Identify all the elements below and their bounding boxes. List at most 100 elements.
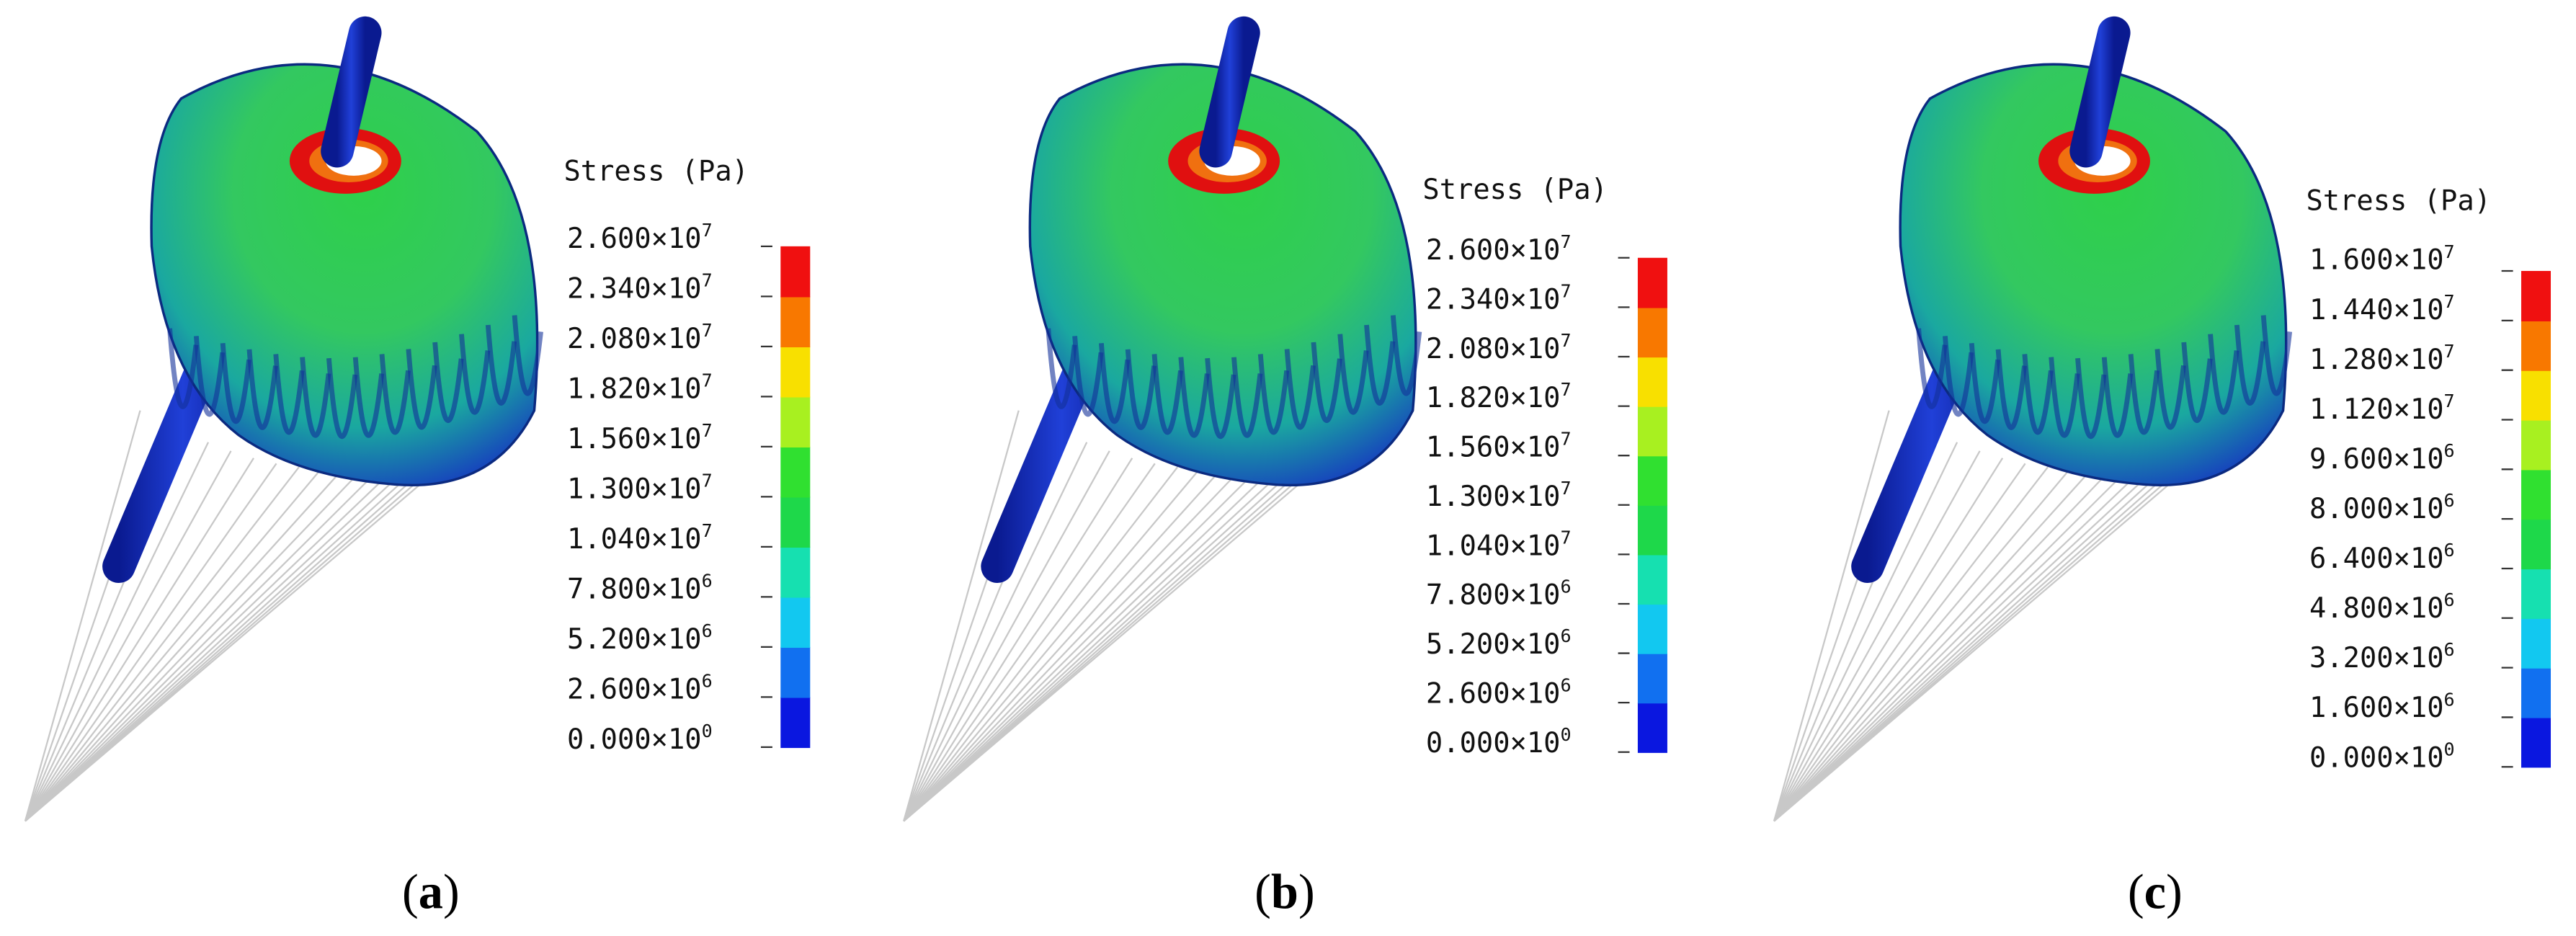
suspension-line — [24, 466, 300, 822]
canopy-gore — [2128, 354, 2160, 435]
label-base: 3.200×10 — [2309, 642, 2444, 674]
legend-label: 4.800×106 — [2309, 589, 2455, 625]
caption-paren: ( — [402, 864, 419, 919]
label-base: 1.040×10 — [567, 523, 702, 556]
suspension-line — [1773, 450, 2162, 822]
canopy-gore — [300, 357, 331, 438]
rod — [2069, 16, 2131, 168]
canopy-gore — [193, 336, 226, 417]
suspension-line — [1773, 463, 2117, 822]
canopy-gore — [220, 343, 252, 424]
canopy-gore — [379, 354, 411, 435]
label-base: 5.200×10 — [1426, 628, 1561, 661]
colorbar-segment — [780, 446, 811, 498]
panel — [1773, 16, 2293, 822]
label-exp: 7 — [1560, 478, 1571, 499]
colorbar-segment — [1637, 703, 1667, 753]
label-exp: 7 — [702, 420, 713, 441]
suspension-line — [1773, 450, 1981, 822]
legend-label: 1.560×107 — [567, 420, 713, 455]
label-exp: 7 — [702, 520, 713, 541]
label-exp: 6 — [2444, 490, 2455, 511]
rod — [1199, 16, 1260, 168]
canopy-gore — [1205, 357, 1236, 440]
canopy-gore — [406, 349, 437, 430]
label-exp: 6 — [1560, 576, 1571, 597]
label-base: 1.120×10 — [2309, 393, 2444, 426]
label-exp: 6 — [2444, 540, 2455, 561]
suspension-line — [903, 463, 1247, 822]
colorbar-segment — [2521, 320, 2552, 371]
label-exp: 6 — [1560, 674, 1571, 695]
label-exp: 7 — [702, 220, 713, 241]
caption-letter: b — [1271, 864, 1298, 919]
canopy-gore — [1995, 349, 2027, 430]
colorbar-segment — [780, 396, 811, 448]
canopy-gore — [432, 342, 464, 424]
canopy-gore — [1969, 343, 2001, 424]
suspension-line — [903, 466, 1179, 822]
colorbar-segment — [780, 597, 811, 648]
suspension-line — [903, 463, 1156, 822]
colorbar-segment — [1637, 406, 1667, 457]
label-exp: 6 — [2444, 689, 2455, 710]
canopy-gore — [2234, 324, 2266, 406]
colorbar-segment — [780, 346, 811, 398]
legend-label: 1.560×107 — [1426, 429, 1572, 464]
colorbar-segment — [2521, 717, 2552, 768]
colorbar-segment — [2521, 568, 2552, 619]
label-base: 2.080×10 — [567, 323, 702, 355]
legend-label: 2.600×106 — [567, 671, 713, 706]
caption-paren: ) — [1298, 864, 1315, 919]
colorbar-segment — [1637, 307, 1667, 358]
legend-label: 2.600×107 — [567, 220, 713, 255]
caption-letter: c — [2144, 864, 2166, 919]
label-exp: 7 — [1560, 231, 1571, 252]
suspension-line — [1773, 442, 1958, 821]
suspension-line — [903, 441, 1315, 822]
legend-label: 0.000×100 — [1426, 724, 1572, 759]
caption-paren: ) — [443, 864, 460, 919]
colorbar-segment — [2521, 370, 2552, 421]
label-base: 2.600×10 — [1426, 234, 1561, 267]
canopy-gore — [1257, 354, 1290, 435]
legend-label: 5.200×106 — [1426, 625, 1572, 661]
label-base: 2.080×10 — [1426, 333, 1561, 365]
colorbar-segment — [2521, 667, 2552, 718]
colorbar-segment — [1637, 603, 1667, 654]
legend-label: 3.200×106 — [2309, 639, 2455, 674]
suspension-line — [903, 458, 1133, 822]
canopy-gore — [512, 315, 543, 396]
label-base: 1.600×10 — [2309, 244, 2444, 277]
label-base: 2.340×10 — [1426, 283, 1561, 316]
legend-label: 9.600×106 — [2309, 440, 2455, 476]
suspension-line — [24, 463, 368, 822]
colorbar-segment — [2521, 419, 2552, 471]
legend-label: 1.040×107 — [1426, 527, 1572, 562]
colorbar-segment — [1637, 455, 1667, 506]
label-exp: 7 — [702, 320, 713, 341]
legend-label: 0.000×100 — [567, 721, 713, 756]
legend-label: 1.600×107 — [2309, 241, 2455, 277]
label-exp: 7 — [2444, 291, 2455, 312]
suspension-line — [1773, 466, 2049, 822]
label-base: 5.200×10 — [567, 623, 702, 656]
label-base: 2.600×10 — [1426, 677, 1561, 710]
legend-title: Stress (Pa) — [2306, 185, 2491, 218]
legend: Stress (Pa)1.600×1071.440×1071.280×1071.… — [2306, 185, 2552, 774]
suspension-line — [903, 442, 1088, 821]
label-exp: 7 — [702, 370, 713, 391]
canopy-gore — [167, 328, 199, 409]
colorbar-segment — [1637, 356, 1667, 407]
label-base: 1.560×10 — [567, 423, 702, 455]
suspension-line — [903, 458, 1270, 822]
suspension-line — [24, 441, 436, 822]
legend-label: 1.120×107 — [2309, 391, 2455, 426]
label-exp: 7 — [1560, 330, 1571, 351]
label-base: 2.340×10 — [567, 273, 702, 306]
suspension-line — [1773, 466, 2094, 822]
label-base: 0.000×10 — [1426, 727, 1561, 759]
label-exp: 7 — [2444, 341, 2455, 362]
legend-label: 0.000×100 — [2309, 739, 2455, 774]
